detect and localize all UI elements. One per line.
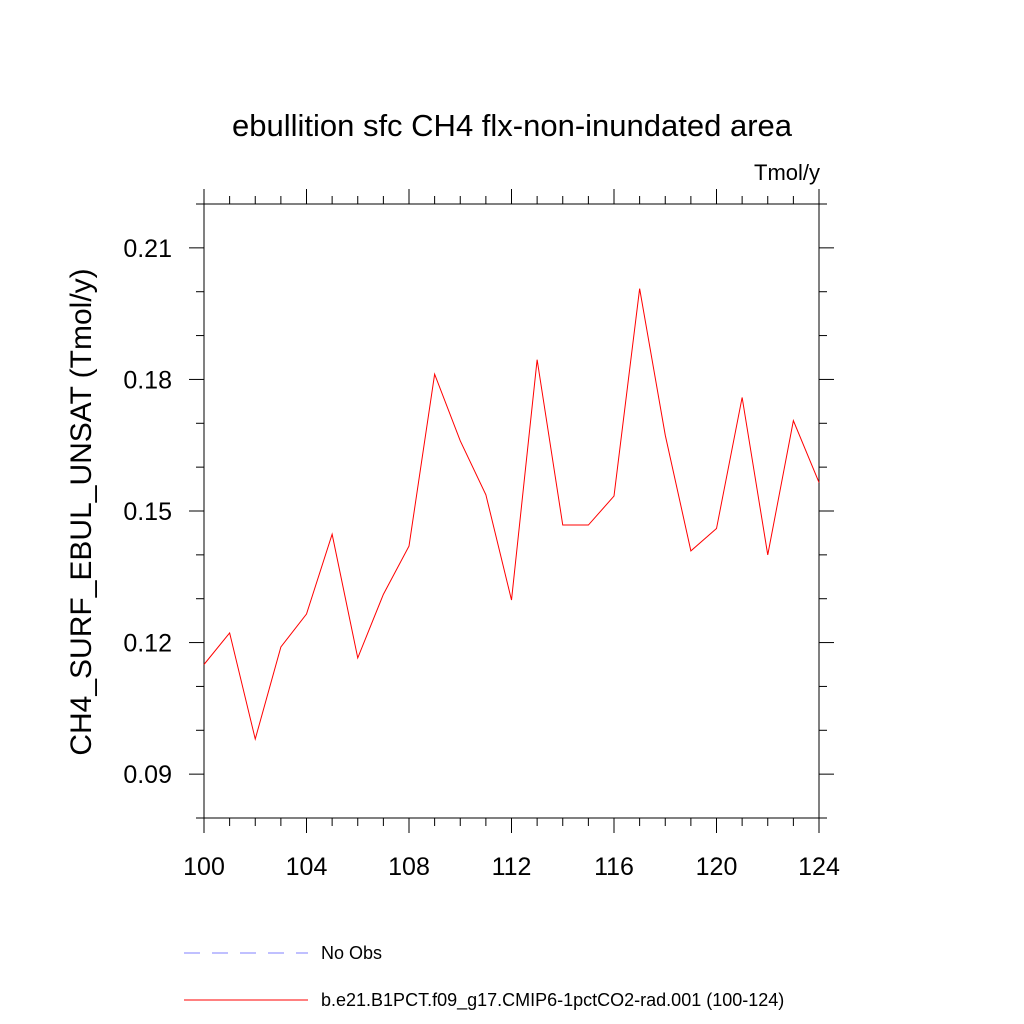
y-tick-label: 0.21 xyxy=(123,235,172,263)
y-tick-label: 0.18 xyxy=(123,366,172,394)
x-tick-label: 112 xyxy=(492,853,532,881)
x-tick-label: 108 xyxy=(388,853,430,881)
axis-tick-labels: 100 104 108 112 116 120 124 0.09 0.12 0.15 0.18 0.2… xyxy=(123,235,840,881)
chart-title: ebullition sfc CH4 flx-non-inundated are… xyxy=(232,108,793,143)
x-tick-label: 120 xyxy=(696,853,738,881)
units-label: Tmol/y xyxy=(754,160,820,185)
series-lines xyxy=(203,288,820,742)
axis-ticks xyxy=(189,189,834,833)
legend-label: b.e21.B1PCT.f09_g17.CMIP6-1pctCO2-rad.00… xyxy=(321,990,784,1011)
legend-label: No Obs xyxy=(321,943,382,963)
x-tick-label: 104 xyxy=(286,853,328,881)
plot-frame xyxy=(203,203,820,819)
legend: No Obs b.e21.B1PCT.f09_g17.CMIP6-1pctCO2-… xyxy=(184,943,784,1011)
series-line xyxy=(203,288,820,742)
y-tick-label: 0.12 xyxy=(123,630,172,658)
x-tick-label: 116 xyxy=(594,853,634,881)
y-tick-label: 0.09 xyxy=(123,761,172,789)
y-tick-label: 0.15 xyxy=(123,498,172,526)
x-tick-label: 124 xyxy=(798,853,840,881)
y-axis-label: CH4_SURF_EBUL_UNSAT (Tmol/y) xyxy=(65,268,98,755)
x-tick-label: 100 xyxy=(183,853,225,881)
